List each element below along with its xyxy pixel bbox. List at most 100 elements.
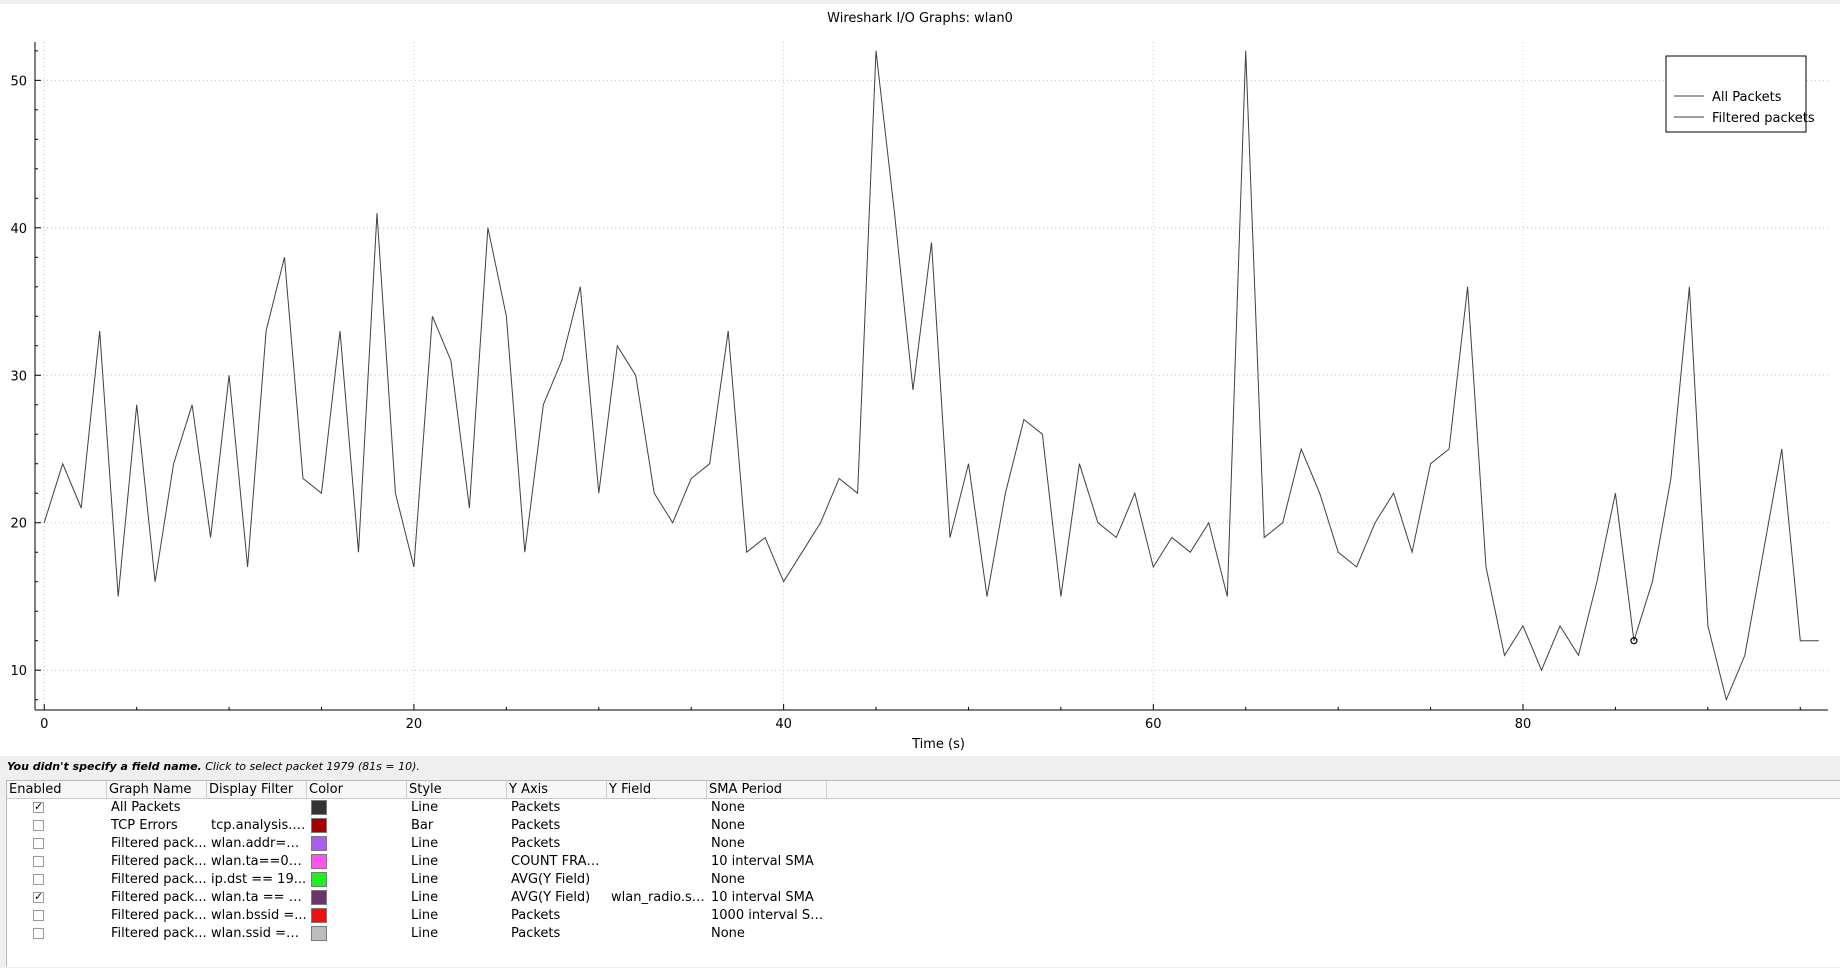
color-swatch[interactable] [311,818,327,833]
column-header[interactable]: Display Filter [207,781,307,798]
display-filter-cell[interactable]: wlan.bssid =... [211,908,307,923]
color-swatch[interactable] [311,872,327,887]
graph-name-cell[interactable]: Filtered pack... [111,890,207,905]
color-swatch[interactable] [311,854,327,869]
display-filter-cell[interactable]: ip.dst == 19... [211,872,307,887]
sma-period-cell[interactable]: 10 interval SMA [711,890,814,905]
table-row[interactable]: Filtered pack... wlan.ssid ==... Line Packe… [7,925,1840,943]
style-cell[interactable]: Line [411,836,439,851]
graph-name-cell[interactable]: All Packets [111,800,181,815]
style-cell[interactable]: Line [411,854,439,869]
color-cell[interactable] [307,853,407,871]
display-filter-cell[interactable] [207,799,307,817]
enabled-checkbox[interactable] [33,820,44,831]
enabled-cell[interactable] [7,925,107,943]
graph-table[interactable]: Enabled Graph Name Display Filter Color Styl… [6,780,1840,967]
display-filter-cell[interactable]: wlan.ta==00... [211,854,307,869]
sma-period-cell[interactable]: 10 interval SMA [711,854,814,869]
table-body[interactable]: All Packets Line Packets None TCP Errors tcp.… [7,799,1840,943]
y-axis-cell[interactable]: Packets [511,836,561,851]
column-header[interactable]: Graph Name [107,781,207,798]
y-axis-cell[interactable]: Packets [511,800,561,815]
y-axis-cell[interactable]: Packets [511,926,561,941]
enabled-cell[interactable] [7,835,107,853]
sma-period-cell[interactable]: None [711,926,745,941]
y-field-cell[interactable] [607,817,707,835]
sma-period-cell[interactable]: 1000 interval SMA [711,908,827,923]
sma-period-cell[interactable]: None [711,818,745,833]
column-header[interactable]: Enabled [7,781,107,798]
style-cell[interactable]: Line [411,890,439,905]
color-cell[interactable] [307,799,407,817]
y-field-cell[interactable] [607,799,707,817]
y-axis-cell[interactable]: AVG(Y Field) [511,872,591,887]
color-swatch[interactable] [311,800,327,815]
y-field-cell[interactable] [607,925,707,943]
display-filter-cell[interactable]: wlan.ta == 0... [211,890,307,905]
style-cell[interactable]: Line [411,800,439,815]
graph-name-cell[interactable]: Filtered pack... [111,908,207,923]
graph-name-cell[interactable]: Filtered pack... [111,836,207,851]
enabled-cell[interactable] [7,799,107,817]
sma-period-cell[interactable]: None [711,836,745,851]
enabled-checkbox[interactable] [33,838,44,849]
enabled-cell[interactable] [7,871,107,889]
style-cell[interactable]: Line [411,908,439,923]
table-row[interactable]: TCP Errors tcp.analysis.f... Bar Packets Non… [7,817,1840,835]
color-cell[interactable] [307,907,407,925]
sma-period-cell[interactable]: None [711,800,745,815]
color-swatch[interactable] [311,836,327,851]
graph-name-cell[interactable]: TCP Errors [111,818,178,833]
color-swatch[interactable] [311,890,327,905]
column-header[interactable]: Color [307,781,407,798]
enabled-checkbox[interactable] [33,799,44,816]
y-field-cell[interactable] [607,907,707,925]
enabled-checkbox[interactable] [33,856,44,867]
column-header[interactable]: SMA Period [707,781,827,798]
enabled-checkbox[interactable] [33,928,44,939]
graph-name-cell[interactable]: Filtered pack... [111,872,207,887]
color-cell[interactable] [307,835,407,853]
sma-period-cell[interactable]: None [711,872,745,887]
display-filter-cell[interactable]: wlan.ssid ==... [211,926,307,941]
enabled-cell[interactable] [7,889,107,907]
enabled-cell[interactable] [7,853,107,871]
style-cell[interactable]: Bar [411,818,434,833]
y-field-cell[interactable] [607,835,707,853]
y-axis-cell[interactable]: Packets [511,818,561,833]
y-axis-cell[interactable]: Packets [511,908,561,923]
graph-name-cell[interactable]: Filtered pack... [111,926,207,941]
table-row[interactable]: All Packets Line Packets None [7,799,1840,817]
enabled-checkbox[interactable] [33,889,44,906]
style-cell[interactable]: Line [411,872,439,887]
color-swatch[interactable] [311,926,327,941]
y-field-cell[interactable] [607,871,707,889]
color-cell[interactable] [307,871,407,889]
io-graph-chart[interactable]: Wireshark I/O Graphs: wlan0 0 20 40 60 80 10 20… [0,4,1840,756]
enabled-checkbox[interactable] [33,874,44,885]
color-cell[interactable] [307,889,407,907]
column-header[interactable]: Y Axis [507,781,607,798]
y-axis-cell[interactable]: AVG(Y Field) [511,890,591,905]
table-row[interactable]: Filtered pack... wlan.addr==... Line Packet… [7,835,1840,853]
column-header[interactable]: Style [407,781,507,798]
table-row[interactable]: Filtered pack... ip.dst == 19... Line AVG(Y… [7,871,1840,889]
color-cell[interactable] [307,925,407,943]
enabled-checkbox[interactable] [33,910,44,921]
table-row[interactable]: Filtered pack... wlan.bssid =... Line Packe… [7,907,1840,925]
graph-name-cell[interactable]: Filtered pack... [111,854,207,869]
color-cell[interactable] [307,817,407,835]
enabled-cell[interactable] [7,907,107,925]
y-axis-cell[interactable]: COUNT FRAM... [511,854,607,869]
display-filter-cell[interactable]: wlan.addr==... [211,836,307,851]
display-filter-cell[interactable]: tcp.analysis.f... [211,818,307,833]
style-cell[interactable]: Line [411,926,439,941]
io-graph-plot-area[interactable]: Wireshark I/O Graphs: wlan0 0 20 40 60 80 10 20… [0,4,1840,756]
color-swatch[interactable] [311,908,327,923]
table-row[interactable]: Filtered pack... wlan.ta == 0... Line AVG(Y… [7,889,1840,907]
y-field-cell[interactable]: wlan_radio.si... [611,890,707,905]
selected-point-marker[interactable] [1630,637,1638,645]
y-field-cell[interactable] [607,853,707,871]
table-row[interactable]: Filtered pack... wlan.ta==00... Line COUNT … [7,853,1840,871]
column-header[interactable]: Y Field [607,781,707,798]
